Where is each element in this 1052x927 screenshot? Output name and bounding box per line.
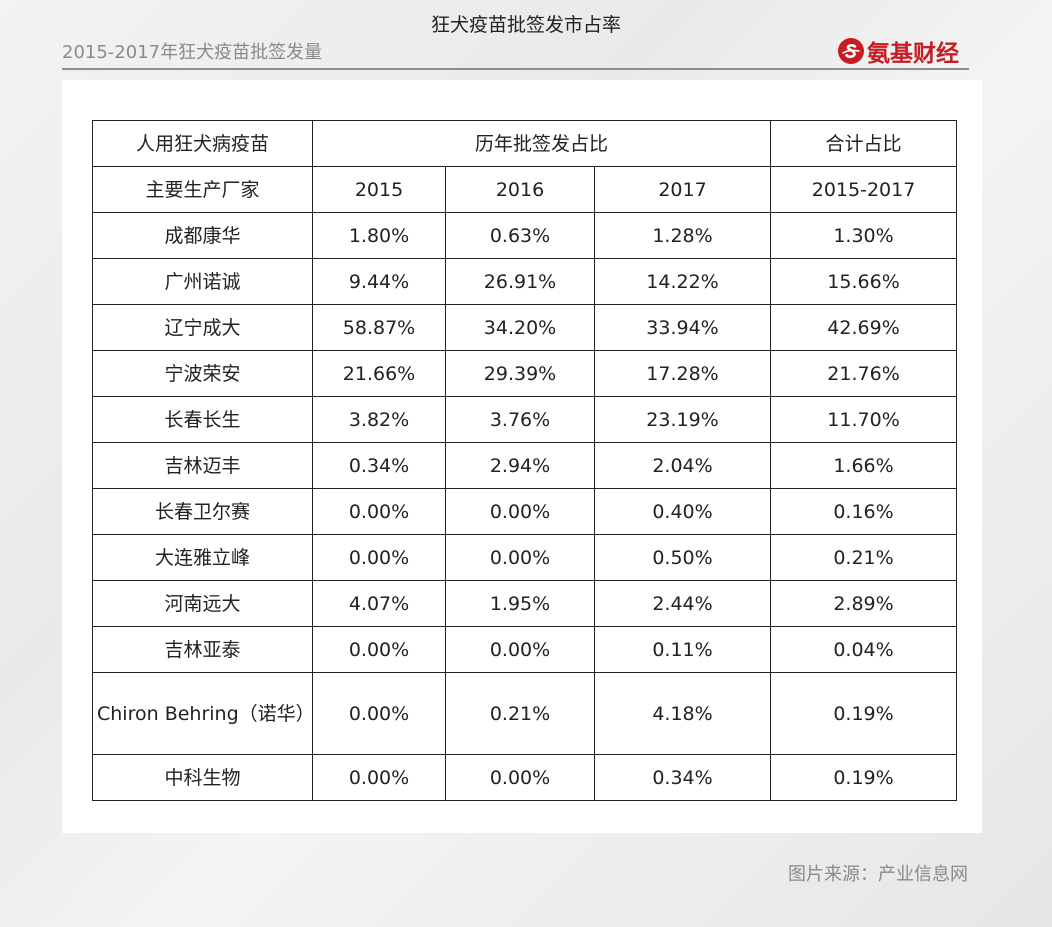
table-header-row-2: 主要生产厂家 2015 2016 2017 2015-2017	[92, 166, 958, 213]
table-row: 宁波荣安 21.66% 29.39% 17.28% 21.76%	[92, 350, 958, 397]
cell-share-2017: 14.22%	[593, 258, 772, 305]
cell-manufacturer: 长春卫尔赛	[92, 488, 313, 535]
cell-share-2016: 0.00%	[445, 534, 595, 581]
table-row: 河南远大 4.07% 1.95% 2.44% 2.89%	[92, 580, 958, 627]
cell-share-total: 0.19%	[770, 754, 958, 801]
cell-share-2016: 34.20%	[445, 304, 595, 351]
cell-share-2017: 2.44%	[593, 580, 772, 627]
cell-manufacturer: 广州诺诚	[92, 258, 313, 305]
table-row: Chiron Behring（诺华） 0.00% 0.21% 4.18% 0.19%	[92, 672, 958, 755]
market-share-table: 人用狂犬病疫苗 历年批签发占比 合计占比 主要生产厂家 2015 2016 20…	[92, 120, 958, 801]
cell-share-total: 0.21%	[770, 534, 958, 581]
cell-share-2016: 3.76%	[445, 396, 595, 443]
cell-share-2015: 0.00%	[312, 672, 446, 755]
table-row: 长春卫尔赛 0.00% 0.00% 0.40% 0.16%	[92, 488, 958, 535]
table-row: 广州诺诚 9.44% 26.91% 14.22% 15.66%	[92, 258, 958, 305]
cell-share-2017: 1.28%	[593, 212, 772, 259]
image-source-note: 图片来源：产业信息网	[788, 864, 968, 885]
cell-manufacturer: 大连雅立峰	[92, 534, 313, 581]
header-cell-2017: 2017	[593, 166, 772, 213]
cell-share-2015: 0.00%	[312, 534, 446, 581]
table-row: 辽宁成大 58.87% 34.20% 33.94% 42.69%	[92, 304, 958, 351]
table-title: 狂犬疫苗批签发市占率	[430, 14, 621, 36]
cell-share-2016: 29.39%	[445, 350, 595, 397]
table-row: 成都康华 1.80% 0.63% 1.28% 1.30%	[92, 212, 958, 259]
cell-manufacturer: 吉林亚泰	[92, 626, 313, 673]
header-cell-manufacturer: 主要生产厂家	[92, 166, 313, 213]
cell-share-2015: 0.00%	[312, 754, 446, 801]
cell-manufacturer: 中科生物	[92, 754, 313, 801]
cell-share-2016: 0.00%	[445, 488, 595, 535]
cell-share-2016: 2.94%	[445, 442, 595, 489]
cell-manufacturer: 辽宁成大	[92, 304, 313, 351]
brand-s-icon	[838, 38, 864, 64]
cell-share-2015: 58.87%	[312, 304, 446, 351]
cell-share-2016: 0.63%	[445, 212, 595, 259]
cell-share-2015: 0.34%	[312, 442, 446, 489]
header-divider	[62, 68, 969, 70]
table-row: 大连雅立峰 0.00% 0.00% 0.50% 0.21%	[92, 534, 958, 581]
cell-share-2017: 23.19%	[593, 396, 772, 443]
cell-share-2017: 0.34%	[593, 754, 772, 801]
cell-share-total: 42.69%	[770, 304, 958, 351]
cell-share-2017: 33.94%	[593, 304, 772, 351]
header-cell-2016: 2016	[445, 166, 595, 213]
cell-share-2015: 3.82%	[312, 396, 446, 443]
cell-share-2016: 0.00%	[445, 754, 595, 801]
cell-share-2015: 1.80%	[312, 212, 446, 259]
header-cell-2015: 2015	[312, 166, 446, 213]
cell-share-total: 1.30%	[770, 212, 958, 259]
header-cell-yearly-share: 历年批签发占比	[311, 120, 772, 167]
cell-share-2015: 4.07%	[312, 580, 446, 627]
cell-manufacturer: 宁波荣安	[92, 350, 313, 397]
cell-manufacturer: 河南远大	[92, 580, 313, 627]
cell-share-2016: 0.21%	[445, 672, 595, 755]
cell-share-total: 21.76%	[770, 350, 958, 397]
cell-share-2017: 17.28%	[593, 350, 772, 397]
header-cell-2015-2017: 2015-2017	[770, 166, 958, 213]
table-row: 吉林亚泰 0.00% 0.00% 0.11% 0.04%	[92, 626, 958, 673]
cell-share-total: 11.70%	[770, 396, 958, 443]
cell-share-total: 2.89%	[770, 580, 958, 627]
header-cell-product: 人用狂犬病疫苗	[92, 120, 313, 167]
cell-manufacturer: 吉林迈丰	[92, 442, 313, 489]
cell-manufacturer: 成都康华	[92, 212, 313, 259]
brand-logo: 氨基财经	[838, 34, 959, 68]
cell-share-2017: 0.11%	[593, 626, 772, 673]
table-row: 吉林迈丰 0.34% 2.94% 2.04% 1.66%	[92, 442, 958, 489]
cell-share-total: 1.66%	[770, 442, 958, 489]
cell-share-2016: 0.00%	[445, 626, 595, 673]
cell-share-total: 0.19%	[770, 672, 958, 755]
cell-share-total: 0.04%	[770, 626, 958, 673]
cell-share-2017: 4.18%	[593, 672, 772, 755]
cell-share-2015: 21.66%	[312, 350, 446, 397]
cell-manufacturer: Chiron Behring（诺华）	[92, 672, 315, 755]
page-title: 2015-2017年狂犬疫苗批签发量	[62, 42, 323, 63]
cell-share-total: 0.16%	[770, 488, 958, 535]
table-row: 长春长生 3.82% 3.76% 23.19% 11.70%	[92, 396, 958, 443]
cell-share-2017: 0.40%	[593, 488, 772, 535]
brand-name: 氨基财经	[867, 40, 959, 67]
cell-share-2017: 2.04%	[593, 442, 772, 489]
cell-share-total: 15.66%	[770, 258, 958, 305]
cell-share-2015: 0.00%	[312, 488, 446, 535]
cell-share-2017: 0.50%	[593, 534, 772, 581]
table-header-row-1: 人用狂犬病疫苗 历年批签发占比 合计占比	[92, 120, 958, 167]
table-row: 中科生物 0.00% 0.00% 0.34% 0.19%	[92, 754, 958, 801]
header-cell-total-share: 合计占比	[770, 120, 958, 167]
cell-share-2016: 26.91%	[445, 258, 595, 305]
cell-share-2015: 9.44%	[312, 258, 446, 305]
cell-share-2015: 0.00%	[312, 626, 446, 673]
cell-share-2016: 1.95%	[445, 580, 595, 627]
cell-manufacturer: 长春长生	[92, 396, 313, 443]
